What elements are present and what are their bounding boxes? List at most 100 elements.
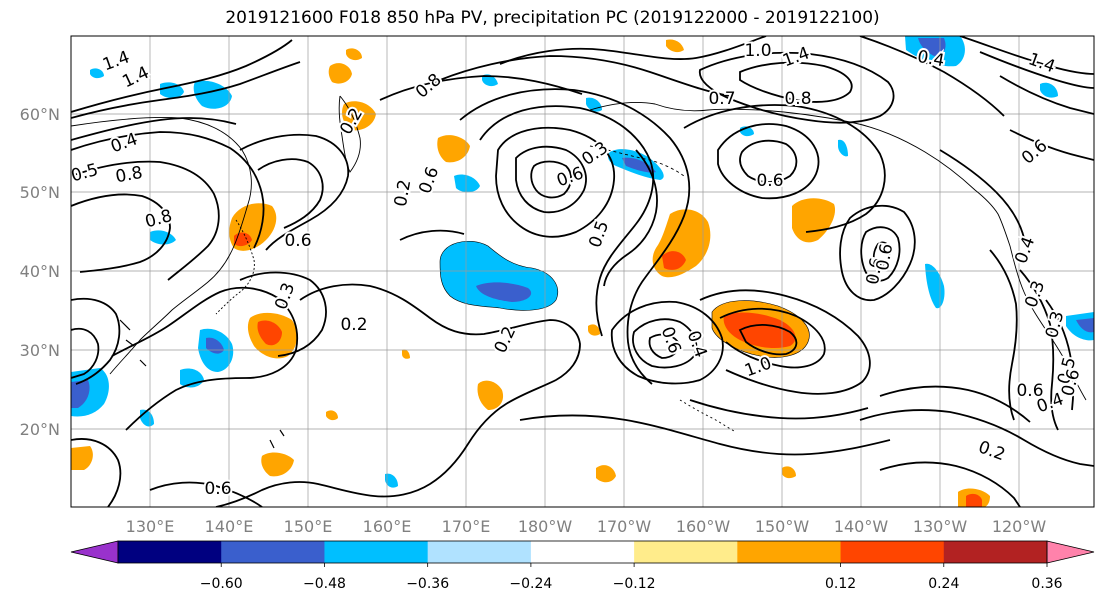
pv-contour [739,61,853,103]
colorbar-bin [737,541,842,563]
precip-blob-pos-core [662,251,686,270]
contour-label: 0.6 [756,171,783,191]
lat-label: 50°N [20,183,60,202]
colorbar-outline [117,540,1048,564]
lon-label: 170°E [442,517,491,536]
map-background [71,36,1094,507]
precip-blob-pos [588,324,600,336]
pv-contour [603,149,658,287]
pv-contour [839,204,916,302]
colorbar-tick-label: −0.36 [406,576,449,592]
precip-blob-pos [71,446,93,470]
pv-contour [999,75,1094,115]
pv-contour [71,193,171,273]
lon-label: 150°W [755,517,810,536]
lon-label: 170°W [597,517,652,536]
pv-contour [719,307,826,369]
precip-blob-neg-core [622,157,656,173]
precip-blob-neg-core [206,337,224,354]
lon-label: 140°E [205,517,254,536]
precip-blob-neg [193,80,232,109]
pv-contour [530,160,572,199]
colorbar-bin [118,541,222,563]
pv-contour [519,414,891,456]
pv-contour [495,126,615,238]
pv-contour [859,36,1005,117]
lat-label: 40°N [20,262,60,281]
pv-contour [71,131,265,249]
precip-blob-neg [454,174,480,193]
pv-contour [872,241,891,268]
pv-contour [239,133,350,251]
pv-contour [879,385,1031,423]
pv-contour [71,160,220,281]
precip-blob-pos [666,39,684,53]
precip-blob-pos [342,101,376,131]
precip-area-positive [71,39,990,507]
colorbar-extend-max [1046,540,1095,564]
pv-contour [71,327,100,379]
pv-contour [689,399,869,420]
pv-contour [149,481,263,507]
pv-contour [111,286,299,431]
pv-contour [739,139,798,183]
precip-blob-pos [402,349,410,359]
contour-label: 0.6 [284,231,311,251]
colorbar: −0.60−0.48−0.36−0.24−0.120.120.240.360.4… [70,540,1095,592]
map-title: 2019121600 F018 850 hPa PV, precipitatio… [225,8,880,28]
pv-contour [699,289,871,395]
pv-contour [989,249,1018,421]
precip-blob-pos [477,380,504,410]
colorbar-bin [840,541,945,563]
contour-label: 0.2 [340,315,367,335]
precip-blob-neg [385,473,398,488]
lon-label: 160°E [363,517,412,536]
precip-blob-neg-core [476,282,532,302]
lat-label: 20°N [20,420,60,439]
pv-contour [71,117,237,141]
lat-label: 60°N [20,105,60,124]
pv-contour [239,271,327,357]
colorbar-tick-label: −0.12 [613,576,656,592]
colorbar-extend-min [70,540,119,564]
pv-contour [859,409,1094,467]
colorbar-bin [530,541,635,563]
longitude-labels: 130°E 140°E 150°E 160°E 170°E 180°W 170°W 160°W… [126,517,1047,536]
colorbar-bin [427,541,532,563]
pv-contour [1019,269,1059,431]
coastline-islands [119,319,285,449]
precip-blob-pos-core [723,312,796,348]
lon-label: 140°W [834,517,889,536]
pv-contour [959,36,1094,75]
precip-blob-neg [90,68,104,79]
precip-blob-pos-core [257,320,282,346]
pv-contour [459,88,691,385]
contour-label: 1.0 [744,41,771,61]
precip-blob-neg-core [71,380,90,408]
colorbar-tick-label: −0.48 [303,576,346,592]
precip-blob-neg-core [1076,318,1094,333]
lon-label: 130°W [913,517,968,536]
pv-contour [71,297,121,385]
lon-label: 130°E [126,517,175,536]
lon-label: 150°E [284,517,333,536]
pv-contour [71,39,293,113]
lon-label: 120°W [992,517,1047,536]
pv-contour [979,51,1094,89]
colorbar-tick-label: 0.24 [928,576,959,592]
coastline-japan [215,219,255,315]
contour-label: 0.6 [1016,381,1043,401]
precip-blob-pos-core [966,493,982,507]
coastline-north-america [759,109,1087,401]
pv-contour [610,300,724,385]
pv-contour [860,226,901,282]
pv-contour [399,229,465,241]
pv-contour [215,283,581,507]
colorbar-tick-label: 0.12 [825,576,856,592]
precip-blob-neg [925,263,945,309]
pv-contours [71,36,1094,507]
precip-blob-pos [326,410,338,421]
pv-contour [939,149,1025,239]
precip-blob-neg-core [918,38,946,56]
